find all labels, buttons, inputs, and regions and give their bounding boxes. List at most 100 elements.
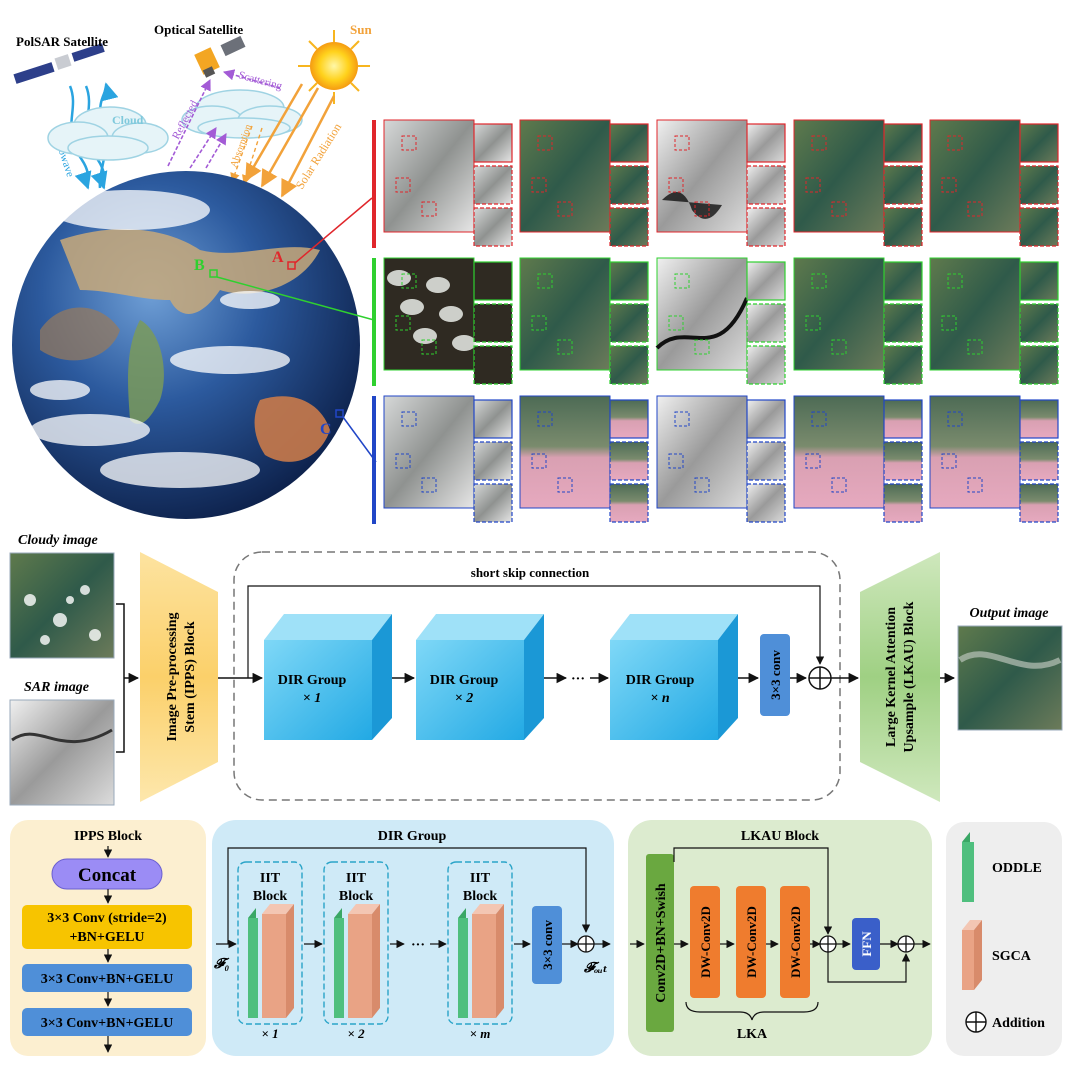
dir-group-cube-2: DIR Group × 2 [416, 614, 544, 740]
dir-detail-bg [212, 820, 614, 1056]
iit-block-2-line1: IIT [346, 871, 367, 886]
dw-conv-node-2 [736, 886, 766, 998]
dir-group-1-title: DIR Group [278, 673, 347, 688]
iit-block-m-count: × m [470, 1026, 491, 1041]
row-a-image-5 [929, 119, 1059, 247]
conv2d-bn-swish-node [646, 854, 674, 1032]
row-c-image-4 [793, 395, 923, 523]
dir-detail-title: DIR Group [378, 829, 447, 844]
dir-group-n-title: DIR Group [626, 673, 695, 688]
conv-bn-gelu-node-2 [22, 1008, 192, 1036]
lkau-addition-icon-2 [897, 935, 915, 953]
row-b-image-2 [519, 257, 649, 385]
iit-m-oddle [458, 918, 468, 1018]
row-a-image-4 [793, 119, 923, 247]
iit-1-oddle [248, 918, 258, 1018]
ipps-detail-title: IPPS Block [74, 829, 142, 844]
solar-radiation-arrows [244, 83, 336, 198]
conv3x3-label: 3×3 conv [768, 650, 783, 700]
dw-conv-node-1 [690, 886, 720, 998]
legend-panel: ODDLE SGCA Addition [946, 822, 1062, 1056]
stride-conv-line1: 3×3 Conv (stride=2) [47, 911, 167, 926]
sun-label: Sun [350, 22, 372, 37]
output-image [957, 625, 1063, 731]
polsar-label: PolSAR Satellite [16, 34, 108, 49]
iit-block-1-line2: Block [253, 889, 287, 904]
pipeline: Cloudy image SAR image Image Pre-process… [9, 533, 1063, 806]
sgca-legend-label: SGCA [992, 949, 1032, 964]
ipps-label-line2: Stem (IPPS) Block [183, 621, 198, 732]
cloud-right-icon [181, 89, 303, 139]
sgca-legend-icon [962, 920, 982, 990]
conv2d-bn-swish-label: Conv2D+BN+Swish [654, 883, 669, 1003]
connector-c [342, 416, 377, 463]
sar-input-image [9, 699, 115, 806]
sun-icon [298, 30, 370, 104]
location-b-marker [209, 269, 218, 278]
row-b-image-3 [655, 257, 786, 385]
row-b-image-1 [383, 257, 513, 385]
reflected-arrows [167, 69, 281, 169]
scattering-label: Scattering [237, 69, 284, 92]
illustration: PolSAR Satellite Microwave Cloud Optical… [12, 22, 377, 519]
dir-group-2-count: × 2 [455, 691, 473, 706]
row-c-image-2 [519, 395, 649, 523]
ipps-detail-panel: IPPS Block Concat 3×3 Conv (stride=2) +B… [10, 820, 206, 1056]
row-a-image-2 [519, 119, 649, 247]
iit-block-m-line1: IIT [470, 871, 491, 886]
lkau-label-line2: Upsample (LKAU) Block [902, 601, 917, 752]
row-a-image-1 [383, 119, 513, 247]
fout-label: 𝓕ₒᵤₜ [583, 961, 608, 976]
dir-conv3x3-block [532, 906, 562, 984]
row-b-image-4 [793, 257, 923, 385]
legend-bg [946, 822, 1062, 1056]
lkau-label-line1: Large Kernel Attention [884, 607, 899, 747]
row-c-image-1 [383, 395, 513, 523]
cloud-label: Cloud [112, 113, 144, 127]
connector-a [294, 197, 373, 264]
connector-b [216, 276, 375, 321]
cloudy-input-image [9, 552, 115, 659]
dir-group-cube-n: DIR Group × n [610, 614, 738, 740]
optical-satellite-icon [194, 35, 246, 78]
sar-image-label: SAR image [24, 680, 89, 695]
skip-connection-arrow [247, 585, 825, 678]
row-a-image-3 [656, 119, 786, 247]
polsar-satellite-icon [13, 43, 105, 84]
absorption-arrows [230, 125, 263, 185]
location-a-label: A [272, 249, 284, 266]
iit-block-m: IIT Block × m [447, 861, 513, 1041]
row-a-color-bar [372, 120, 376, 248]
earth-globe [12, 171, 360, 519]
dir-group-2-title: DIR Group [430, 673, 499, 688]
iit-block-2-line2: Block [339, 889, 373, 904]
cloud-left-icon [47, 106, 169, 161]
ipps-block [140, 552, 218, 802]
iit-block-1-line1: IIT [260, 871, 281, 886]
dw-conv-label-1: DW-Conv2D [698, 906, 713, 978]
concat-node [51, 858, 163, 890]
addition-icon [808, 666, 832, 690]
optical-label: Optical Satellite [154, 22, 243, 37]
comparison-grid [372, 119, 1059, 524]
location-a-marker [287, 261, 296, 270]
row-c-color-bar [372, 396, 376, 524]
ffn-label: FFN [859, 931, 874, 957]
ipps-label-line1: Image Pre-processing [165, 613, 180, 742]
addition-legend-icon [965, 1011, 987, 1033]
oddle-legend-label: ODDLE [992, 861, 1042, 876]
lkau-addition-icon-1 [819, 935, 837, 953]
skip-connection-label: short skip connection [471, 565, 590, 580]
addition-legend-label: Addition [992, 1016, 1045, 1031]
solar-label: Solar Radiation [293, 121, 345, 192]
conv-bn-gelu-node-1 [22, 964, 192, 992]
conv-bn-gelu-label-1: 3×3 Conv+BN+GELU [41, 972, 173, 987]
lkau-detail-panel: LKAU Block Conv2D+BN+Swish DW-Conv2D DW-… [628, 820, 932, 1056]
f0-label: 𝓕₀ [213, 957, 230, 972]
cloudy-input-clouds [24, 585, 101, 645]
ffn-node [852, 918, 880, 970]
row-c-image-3 [656, 395, 786, 523]
oddle-legend-icon [962, 832, 974, 902]
row-c-image-5 [929, 395, 1059, 523]
